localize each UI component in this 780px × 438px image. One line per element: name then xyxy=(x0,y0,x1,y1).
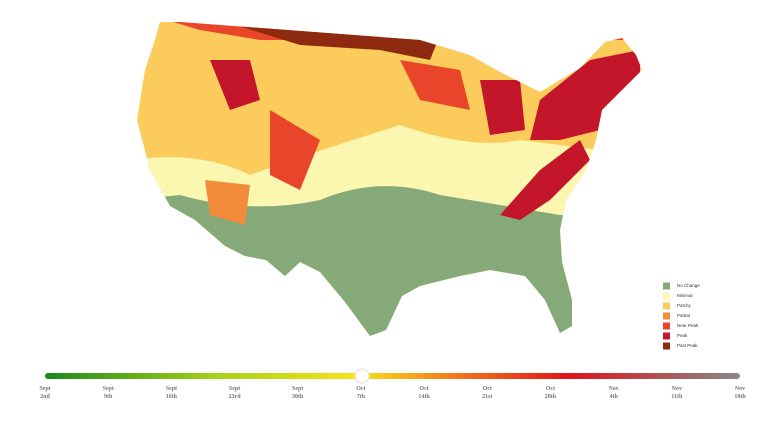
legend-swatch xyxy=(663,342,670,350)
legend-swatch xyxy=(663,302,670,310)
timeline-month: Sept xyxy=(103,386,114,392)
legend-label: Partial xyxy=(677,313,690,318)
legend-label: Peak xyxy=(677,333,688,338)
legend-swatch xyxy=(663,332,670,340)
timeline-month: Sept xyxy=(39,386,50,392)
timeline-knob[interactable] xyxy=(354,368,370,384)
timeline-month: Nov xyxy=(735,386,745,392)
timeline-labels: Sept 2nd Sept 9th Sept 16th Sept 23rd Sept 30th Oc… xyxy=(39,386,746,400)
legend-label: Past Peak xyxy=(677,343,698,348)
legend-label: No Change xyxy=(677,283,700,288)
timeline-month: Oct xyxy=(546,386,555,392)
legend-swatch xyxy=(663,322,670,330)
timeline-month: Nov xyxy=(608,386,618,392)
timeline-day: 2nd xyxy=(40,394,50,400)
timeline-month: Sept xyxy=(292,386,303,392)
timeline-day: 11th xyxy=(671,394,683,400)
legend: No Change Minimal Patchy Partial Near Peak Pe… xyxy=(663,282,700,350)
legend-swatch xyxy=(663,312,670,320)
timeline-day: 4th xyxy=(609,394,618,400)
timeline-day: 9th xyxy=(104,394,113,400)
legend-swatch xyxy=(663,282,670,290)
timeline-month: Oct xyxy=(483,386,492,392)
timeline-day: 28th xyxy=(545,394,557,400)
timeline-month: Sept xyxy=(229,386,240,392)
timeline-day: 21st xyxy=(482,394,492,400)
timeline-day: 14th xyxy=(418,394,430,400)
legend-label: Near Peak xyxy=(677,323,699,328)
timeline-month: Oct xyxy=(419,386,428,392)
timeline-bar[interactable] xyxy=(45,373,740,379)
timeline-month: Sept xyxy=(166,386,177,392)
timeline-month: Oct xyxy=(356,386,365,392)
timeline-day: 23rd xyxy=(229,394,242,400)
timeline-day: 7th xyxy=(357,394,366,400)
timeline-month: Nov xyxy=(672,386,682,392)
timeline-day: 18th xyxy=(734,394,746,400)
legend-label: Patchy xyxy=(677,303,692,308)
timeline-day: 16th xyxy=(166,394,178,400)
legend-label: Minimal xyxy=(677,293,693,298)
us-map xyxy=(137,22,642,336)
timeline-day: 30th xyxy=(292,394,304,400)
legend-swatch xyxy=(663,292,670,300)
